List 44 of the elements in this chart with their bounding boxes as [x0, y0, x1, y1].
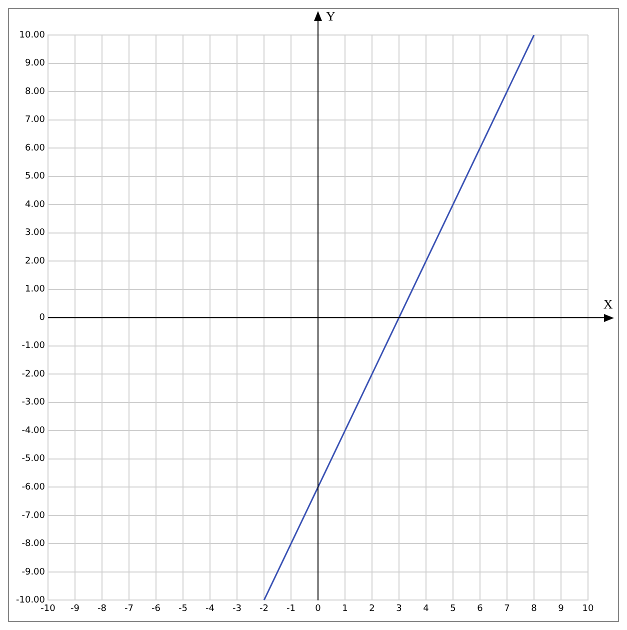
x-tick-label: 1 — [342, 604, 348, 614]
y-tick-label: 6.00 — [24, 143, 46, 154]
x-tick-label: -2 — [260, 604, 268, 614]
x-tick-label: -8 — [98, 604, 107, 614]
y-tick-label: -10.00 — [16, 596, 46, 606]
x-tick-label: 7 — [504, 604, 510, 614]
y-tick-label: -5.00 — [22, 454, 46, 464]
x-tick-label: -4 — [206, 604, 215, 614]
x-tick-label: -5 — [178, 604, 188, 614]
x-tick-label: -3 — [232, 604, 242, 614]
y-tick-label: -9.00 — [22, 567, 46, 578]
y-tick-label: -4.00 — [22, 426, 46, 436]
x-tick-label: 4 — [423, 604, 430, 614]
x-tick-label: 9 — [558, 604, 564, 614]
x-tick-label: 0 — [315, 604, 322, 614]
y-tick-label: 3.00 — [24, 228, 46, 238]
x-tick-label: -10 — [40, 604, 56, 614]
y-tick-label: 5.00 — [24, 172, 46, 182]
y-tick-label: 10.00 — [19, 30, 46, 40]
y-tick-label: -2.00 — [22, 369, 46, 380]
x-tick-label: -9 — [70, 604, 80, 614]
x-tick-label: 2 — [369, 604, 375, 614]
y-tick-label: -8.00 — [22, 539, 46, 550]
y-tick-label: -6.00 — [22, 482, 46, 493]
x-tick-label: 3 — [396, 604, 402, 614]
y-tick-label: 0 — [39, 312, 46, 323]
y-tick-label: 8.00 — [24, 86, 46, 97]
y-tick-label: -1.00 — [22, 341, 46, 352]
y-tick-label: 1.00 — [24, 284, 46, 295]
y-tick-label: 7.00 — [24, 115, 46, 126]
x-tick-label: 5 — [450, 604, 456, 614]
y-tick-label: 4.00 — [24, 200, 46, 210]
y-axis-title: Y — [326, 8, 336, 24]
y-tick-label: -3.00 — [22, 398, 46, 408]
y-tick-label: 9.00 — [24, 58, 46, 69]
x-tick-label: 6 — [477, 604, 484, 614]
y-tick-label: 2.00 — [24, 256, 46, 266]
x-tick-label: -6 — [152, 604, 161, 614]
x-tick-label: 8 — [531, 604, 538, 614]
x-tick-label: -7 — [124, 604, 134, 614]
x-tick-label: 10 — [582, 604, 594, 614]
y-tick-label: -7.00 — [22, 510, 46, 521]
x-tick-label: -1 — [286, 604, 296, 614]
x-axis-title: X — [603, 296, 614, 312]
